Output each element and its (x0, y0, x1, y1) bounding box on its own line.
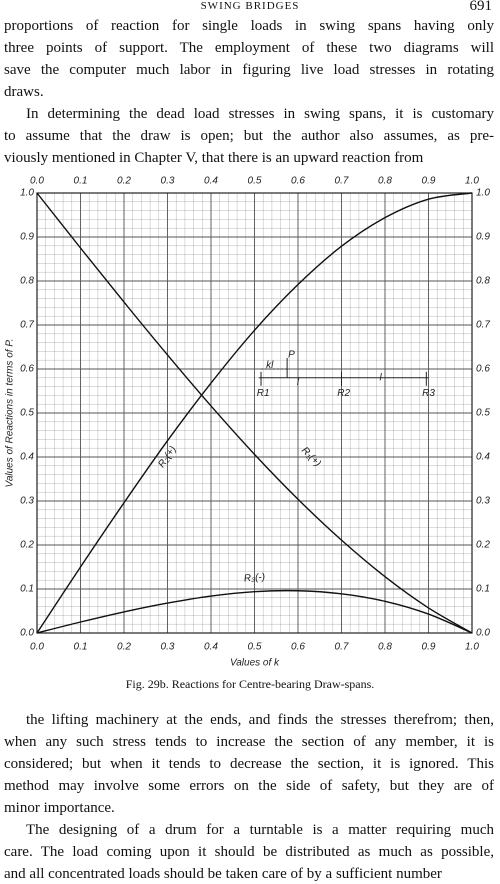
y-tick-label: 0.6 (20, 364, 34, 375)
x-tick-label: 0.4 (204, 642, 218, 653)
caption: Fig. 29b. Reactions for Centre-bearing D… (125, 677, 375, 691)
y-tick-label-right: 0.2 (476, 540, 490, 551)
text-line: proportions of reaction for single loads… (4, 18, 494, 34)
y-tick-label: 1.0 (20, 188, 34, 199)
y-tick-label-right: 0.7 (476, 320, 490, 331)
y-tick-label: 0.0 (20, 628, 34, 639)
y-tick-label-right: 0.3 (476, 496, 490, 507)
y-tick-label-right: 0.8 (476, 276, 490, 287)
x-tick-label: 0.9 (422, 642, 436, 653)
inset-label: l (380, 372, 383, 383)
curve (36, 192, 473, 634)
text-line: to assume that the draw is open; but the… (4, 128, 494, 144)
text-line: when any such stress tends to increase t… (4, 734, 494, 750)
header: SWING BRIDGES 691 (0, 0, 500, 18)
text-line: and all concentrated loads should be tak… (4, 866, 442, 882)
y-tick-label: 0.3 (20, 496, 34, 507)
x-tick-label-top: 0.5 (248, 176, 262, 187)
y-tick-label-right: 0.6 (476, 364, 490, 375)
running-title: SWING BRIDGES (200, 0, 300, 12)
x-axis-label: Values of k (230, 658, 280, 669)
y-tick-label: 0.1 (20, 584, 34, 595)
text-line: method may involve some errors on the si… (4, 778, 494, 794)
curve-label: R₃(-) (243, 572, 265, 585)
y-tick-label-right: 0.9 (476, 232, 490, 243)
text-line: considered; but when it tends to decreas… (4, 756, 494, 772)
y-tick-label: 0.2 (20, 540, 34, 551)
x-tick-label: 0.1 (74, 642, 88, 653)
x-tick-label: 0.2 (117, 642, 131, 653)
x-tick-label-top: 0.6 (291, 176, 305, 187)
text-line: In determining the dead load stresses in… (26, 106, 494, 122)
text-line: viously mentioned in Chapter V, that the… (4, 150, 424, 166)
plot-frame (36, 192, 473, 634)
x-tick-label-top: 0.8 (378, 176, 392, 187)
x-tick-label: 1.0 (465, 642, 479, 653)
text-line: minor importance. (4, 800, 115, 816)
y-tick-label-right: 1.0 (476, 188, 490, 199)
x-tick-label: 0.6 (291, 642, 305, 653)
text-line: save the computer much labor in figuring… (4, 62, 494, 78)
x-tick-label: 0.8 (378, 642, 392, 653)
page-number: 691 (469, 0, 493, 14)
y-tick-label: 0.8 (20, 276, 34, 287)
curve (36, 192, 473, 634)
text-line: the lifting machinery at the ends, and f… (26, 712, 494, 728)
x-tick-label-top: 0.9 (422, 176, 436, 187)
x-tick-label-top: 0.0 (30, 176, 44, 187)
inset-label: R3 (422, 388, 435, 399)
y-tick-label-right: 0.1 (476, 584, 490, 595)
y-tick-label: 0.4 (20, 452, 34, 463)
x-tick-label-top: 0.2 (117, 176, 131, 187)
text-line: draws. (4, 84, 44, 100)
inset-label: R2 (337, 388, 350, 399)
x-tick-label-top: 0.4 (204, 176, 218, 187)
y-tick-label-right: 0.0 (476, 628, 490, 639)
x-tick-label: 0.0 (30, 642, 44, 653)
x-tick-label: 0.7 (335, 642, 349, 653)
inset-label: kl (266, 360, 274, 371)
x-tick-label: 0.3 (161, 642, 175, 653)
x-tick-label-top: 0.7 (335, 176, 349, 187)
inset-label: P (288, 350, 295, 361)
x-tick-label-top: 1.0 (465, 176, 479, 187)
x-tick-label-top: 0.3 (161, 176, 175, 187)
y-tick-label-right: 0.4 (476, 452, 490, 463)
y-tick-label-right: 0.5 (476, 408, 490, 419)
chart: 0.0 0.0 0.1 0.1 0.2 0.2 0.3 0.3 0.4 0.4 0.5 0.5 0.6 0… (5, 176, 491, 669)
y-axis-label: Values of Reactions in terms of P. (5, 339, 16, 488)
y-tick-label: 0.5 (20, 408, 34, 419)
x-tick-label-top: 0.1 (74, 176, 88, 187)
x-tick-label: 0.5 (248, 642, 262, 653)
inset-label: R1 (257, 388, 270, 399)
text-line: The designing of a drum for a turntable … (26, 822, 494, 838)
inset-label: l (297, 377, 300, 388)
text-line: three points of support. The employment … (4, 40, 494, 56)
y-tick-label: 0.7 (20, 320, 34, 331)
y-tick-label: 0.9 (20, 232, 34, 243)
curve (36, 589, 473, 634)
text-line: care. The load coming upon it should be … (4, 844, 494, 860)
